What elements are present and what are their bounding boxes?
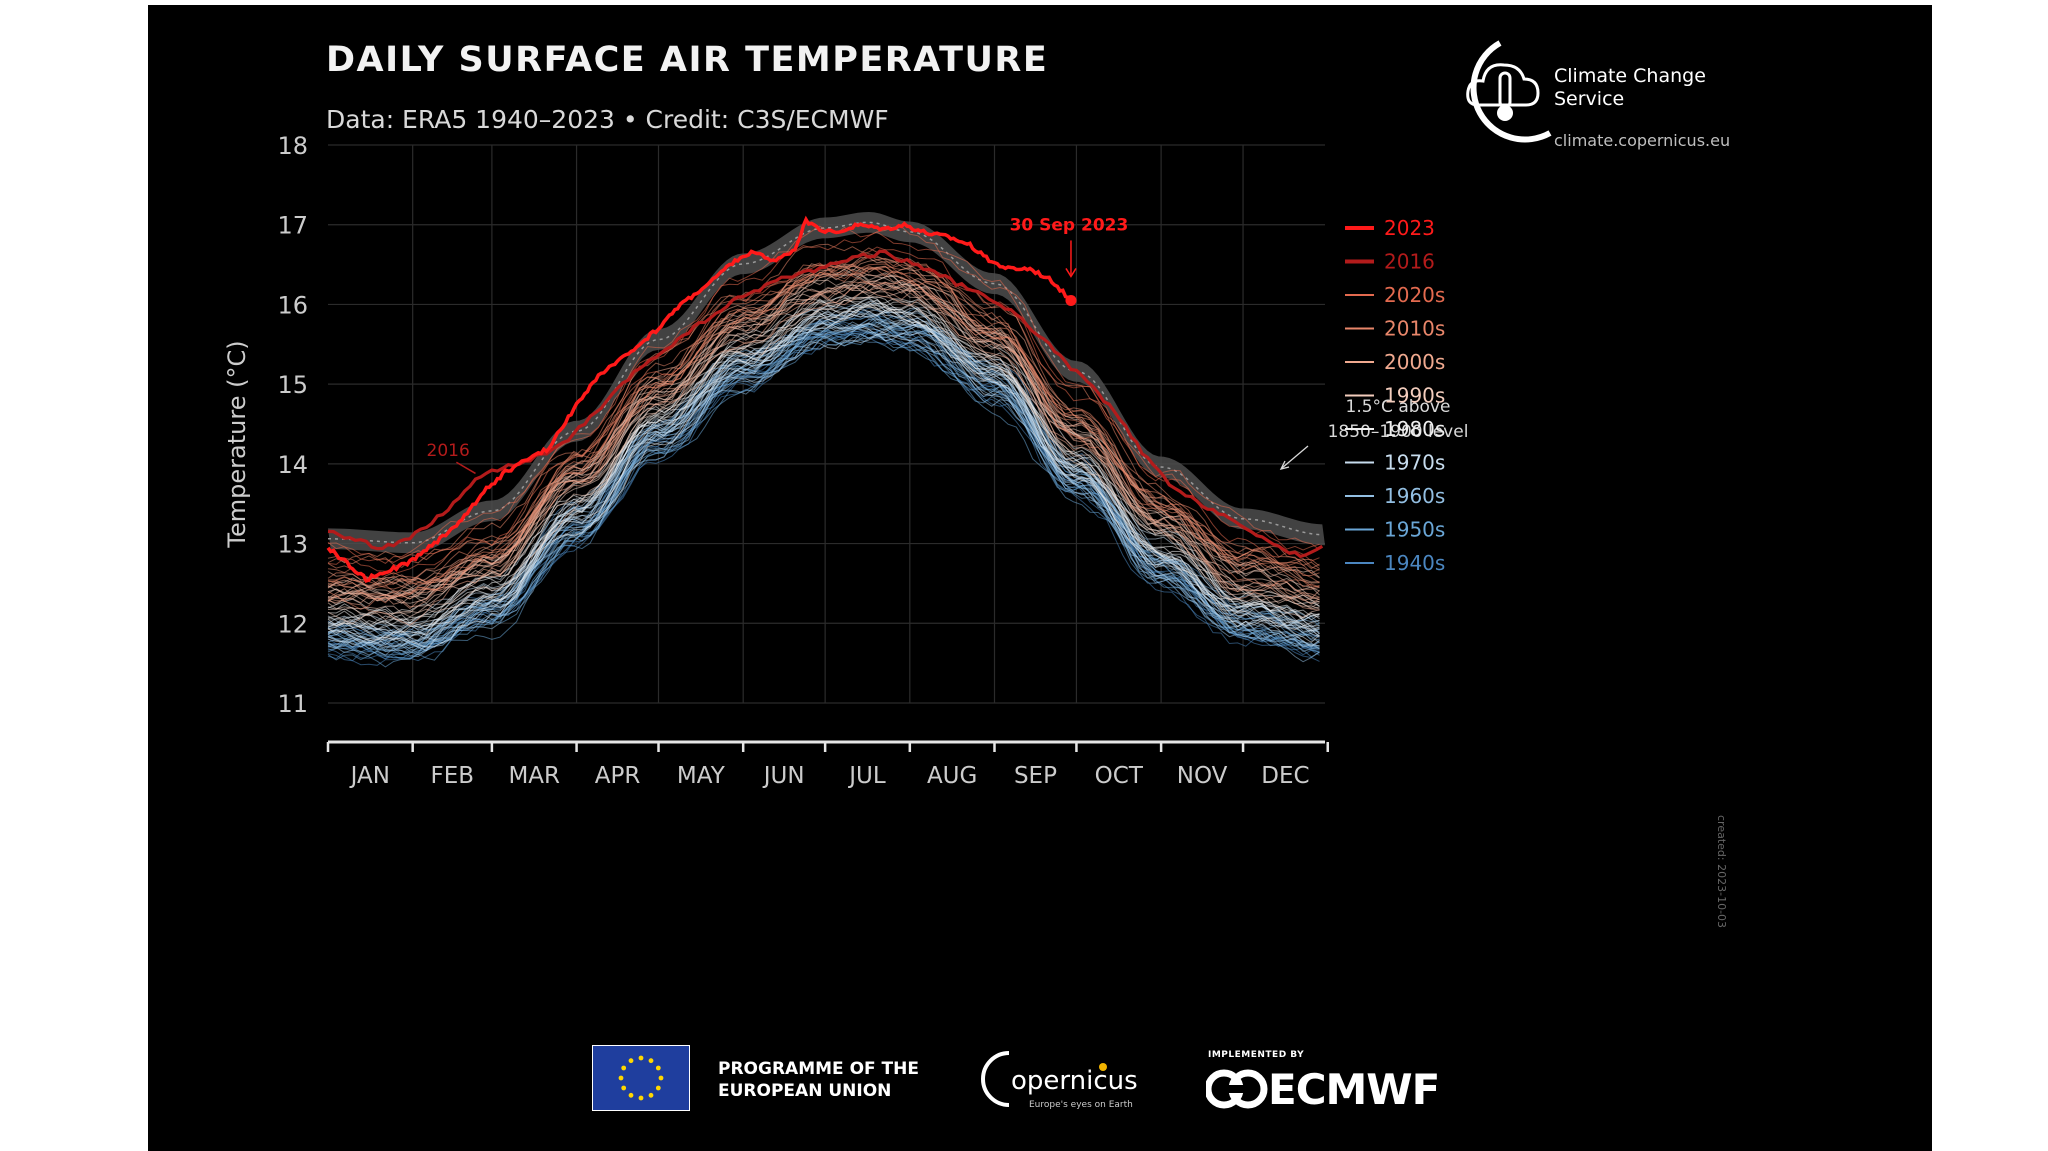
copernicus-tagline: Europe's eyes on Earth bbox=[1029, 1100, 1133, 1110]
historical-series bbox=[327, 225, 1320, 668]
x-tick-label: SEP bbox=[1014, 763, 1057, 789]
chart-svg: 30 Sep 2023 2016 1.5°C above 1850–1900 leve… bbox=[223, 132, 1469, 789]
x-tick-label: MAY bbox=[677, 763, 726, 789]
series-line-2010s bbox=[327, 268, 1320, 610]
series-line-2000s bbox=[327, 281, 1320, 603]
series-line-1970s bbox=[327, 322, 1320, 648]
c3s-url: climate.copernicus.eu bbox=[1554, 131, 1731, 150]
c3s-name: Climate Change Service bbox=[1554, 65, 1706, 110]
created-stamp: created: 2023-10-03 bbox=[1715, 815, 1728, 929]
threshold-label-line2: 1850–1900 level bbox=[1328, 422, 1469, 442]
annotation-2016: 2016 bbox=[427, 441, 470, 461]
series-line-2020s bbox=[327, 226, 1320, 563]
series-line-1970s bbox=[327, 319, 1320, 648]
ecmwf-wordmark: ECMWF bbox=[1268, 1065, 1440, 1114]
series-line-1970s bbox=[327, 309, 1320, 635]
x-tick-label: DEC bbox=[1261, 763, 1309, 789]
x-tick-label: OCT bbox=[1095, 763, 1144, 789]
eu-flag-icon bbox=[592, 1045, 690, 1111]
x-tick-label: JUN bbox=[762, 763, 805, 789]
x-tick-label: AUG bbox=[927, 763, 977, 789]
series-line-1980s bbox=[327, 306, 1320, 643]
series-line-1980s bbox=[327, 296, 1320, 632]
chart-subtitle: Data: ERA5 1940–2023 • Credit: C3S/ECMWF bbox=[326, 105, 889, 134]
implemented-by-label: IMPLEMENTED BY bbox=[1208, 1050, 1305, 1060]
y-tick-label: 16 bbox=[277, 291, 308, 319]
series-2023-endpoint bbox=[1065, 294, 1077, 306]
copernicus-wordmark: opernicus bbox=[1011, 1066, 1138, 1096]
x-tick-label: NOV bbox=[1177, 763, 1228, 789]
y-axis-label: Temperature (°C) bbox=[223, 340, 251, 548]
x-tick-label: MAR bbox=[508, 763, 560, 789]
ecmwf-logo-icon bbox=[1206, 1069, 1268, 1109]
y-tick-label: 12 bbox=[277, 610, 308, 638]
series-line-1950s bbox=[327, 332, 1320, 658]
threshold-label-arrow bbox=[1281, 445, 1309, 469]
series-line-1950s bbox=[327, 339, 1320, 660]
series-line-2020s bbox=[327, 246, 1320, 575]
x-tick-label: FEB bbox=[431, 763, 475, 789]
series-line-2020s bbox=[327, 225, 1320, 565]
chart-title: DAILY SURFACE AIR TEMPERATURE bbox=[326, 40, 1049, 80]
y-tick-label: 14 bbox=[277, 451, 308, 479]
series-line-1980s bbox=[327, 303, 1320, 648]
series-line-2010s bbox=[327, 265, 1320, 590]
legend-label: 1960s bbox=[1384, 484, 1445, 508]
threshold-label-arrowhead bbox=[1279, 460, 1290, 470]
legend-label: 1940s bbox=[1384, 551, 1445, 575]
series-line-1950s bbox=[327, 320, 1320, 647]
series-line-2023 bbox=[326, 215, 1073, 584]
legend-label: 1990s bbox=[1384, 384, 1445, 408]
c3s-logo-icon bbox=[1466, 40, 1552, 143]
x-tick-label: JUL bbox=[847, 763, 886, 789]
annotation-2023-arrowhead bbox=[1065, 268, 1077, 278]
threshold-band bbox=[328, 212, 1325, 554]
series-line-1980s bbox=[327, 296, 1320, 628]
threshold-label-line1: 1.5°C above bbox=[1346, 397, 1451, 417]
x-tick-label: APR bbox=[595, 763, 641, 789]
series-line-1960s bbox=[327, 333, 1320, 658]
eu-programme-text: PROGRAMME OF THE EUROPEAN UNION bbox=[718, 1059, 919, 1101]
series-line-1970s bbox=[327, 308, 1320, 644]
series-line-1990s bbox=[327, 283, 1320, 617]
x-tick-label: JAN bbox=[349, 763, 390, 789]
legend-label: 2016 bbox=[1384, 250, 1435, 274]
y-tick-label: 11 bbox=[277, 690, 308, 718]
series-line-1980s bbox=[327, 294, 1320, 620]
chart-panel: 30 Sep 2023 2016 1.5°C above 1850–1900 leve… bbox=[148, 5, 1932, 1151]
legend-label: 1970s bbox=[1384, 451, 1445, 475]
legend-label: 2023 bbox=[1384, 216, 1435, 240]
series-line-2000s bbox=[327, 289, 1320, 608]
series-line-2016 bbox=[327, 249, 1324, 559]
series-line-2010s bbox=[327, 243, 1320, 567]
y-tick-label: 17 bbox=[277, 212, 308, 240]
annotation-2023: 30 Sep 2023 bbox=[1010, 215, 1129, 235]
series-line-1970s bbox=[327, 319, 1320, 637]
legend-label: 1980s bbox=[1384, 417, 1445, 441]
y-tick-label: 13 bbox=[277, 531, 308, 559]
copernicus-logo: opernicus Europe's eyes on Earth bbox=[981, 1051, 1138, 1110]
legend-label: 2020s bbox=[1384, 283, 1445, 307]
legend: 2023 2016 2020s 2010s 2000s 1990s 1980s 1970s 19… bbox=[1345, 216, 1445, 575]
series-line-1960s bbox=[327, 321, 1320, 656]
annotation-2016-arrow bbox=[456, 461, 476, 475]
legend-label: 1950s bbox=[1384, 518, 1445, 542]
legend-label: 2010s bbox=[1384, 317, 1445, 341]
y-tick-label: 15 bbox=[277, 371, 308, 399]
legend-label: 2000s bbox=[1384, 350, 1445, 374]
series-line-2000s bbox=[327, 281, 1320, 626]
y-tick-label: 18 bbox=[277, 132, 308, 160]
